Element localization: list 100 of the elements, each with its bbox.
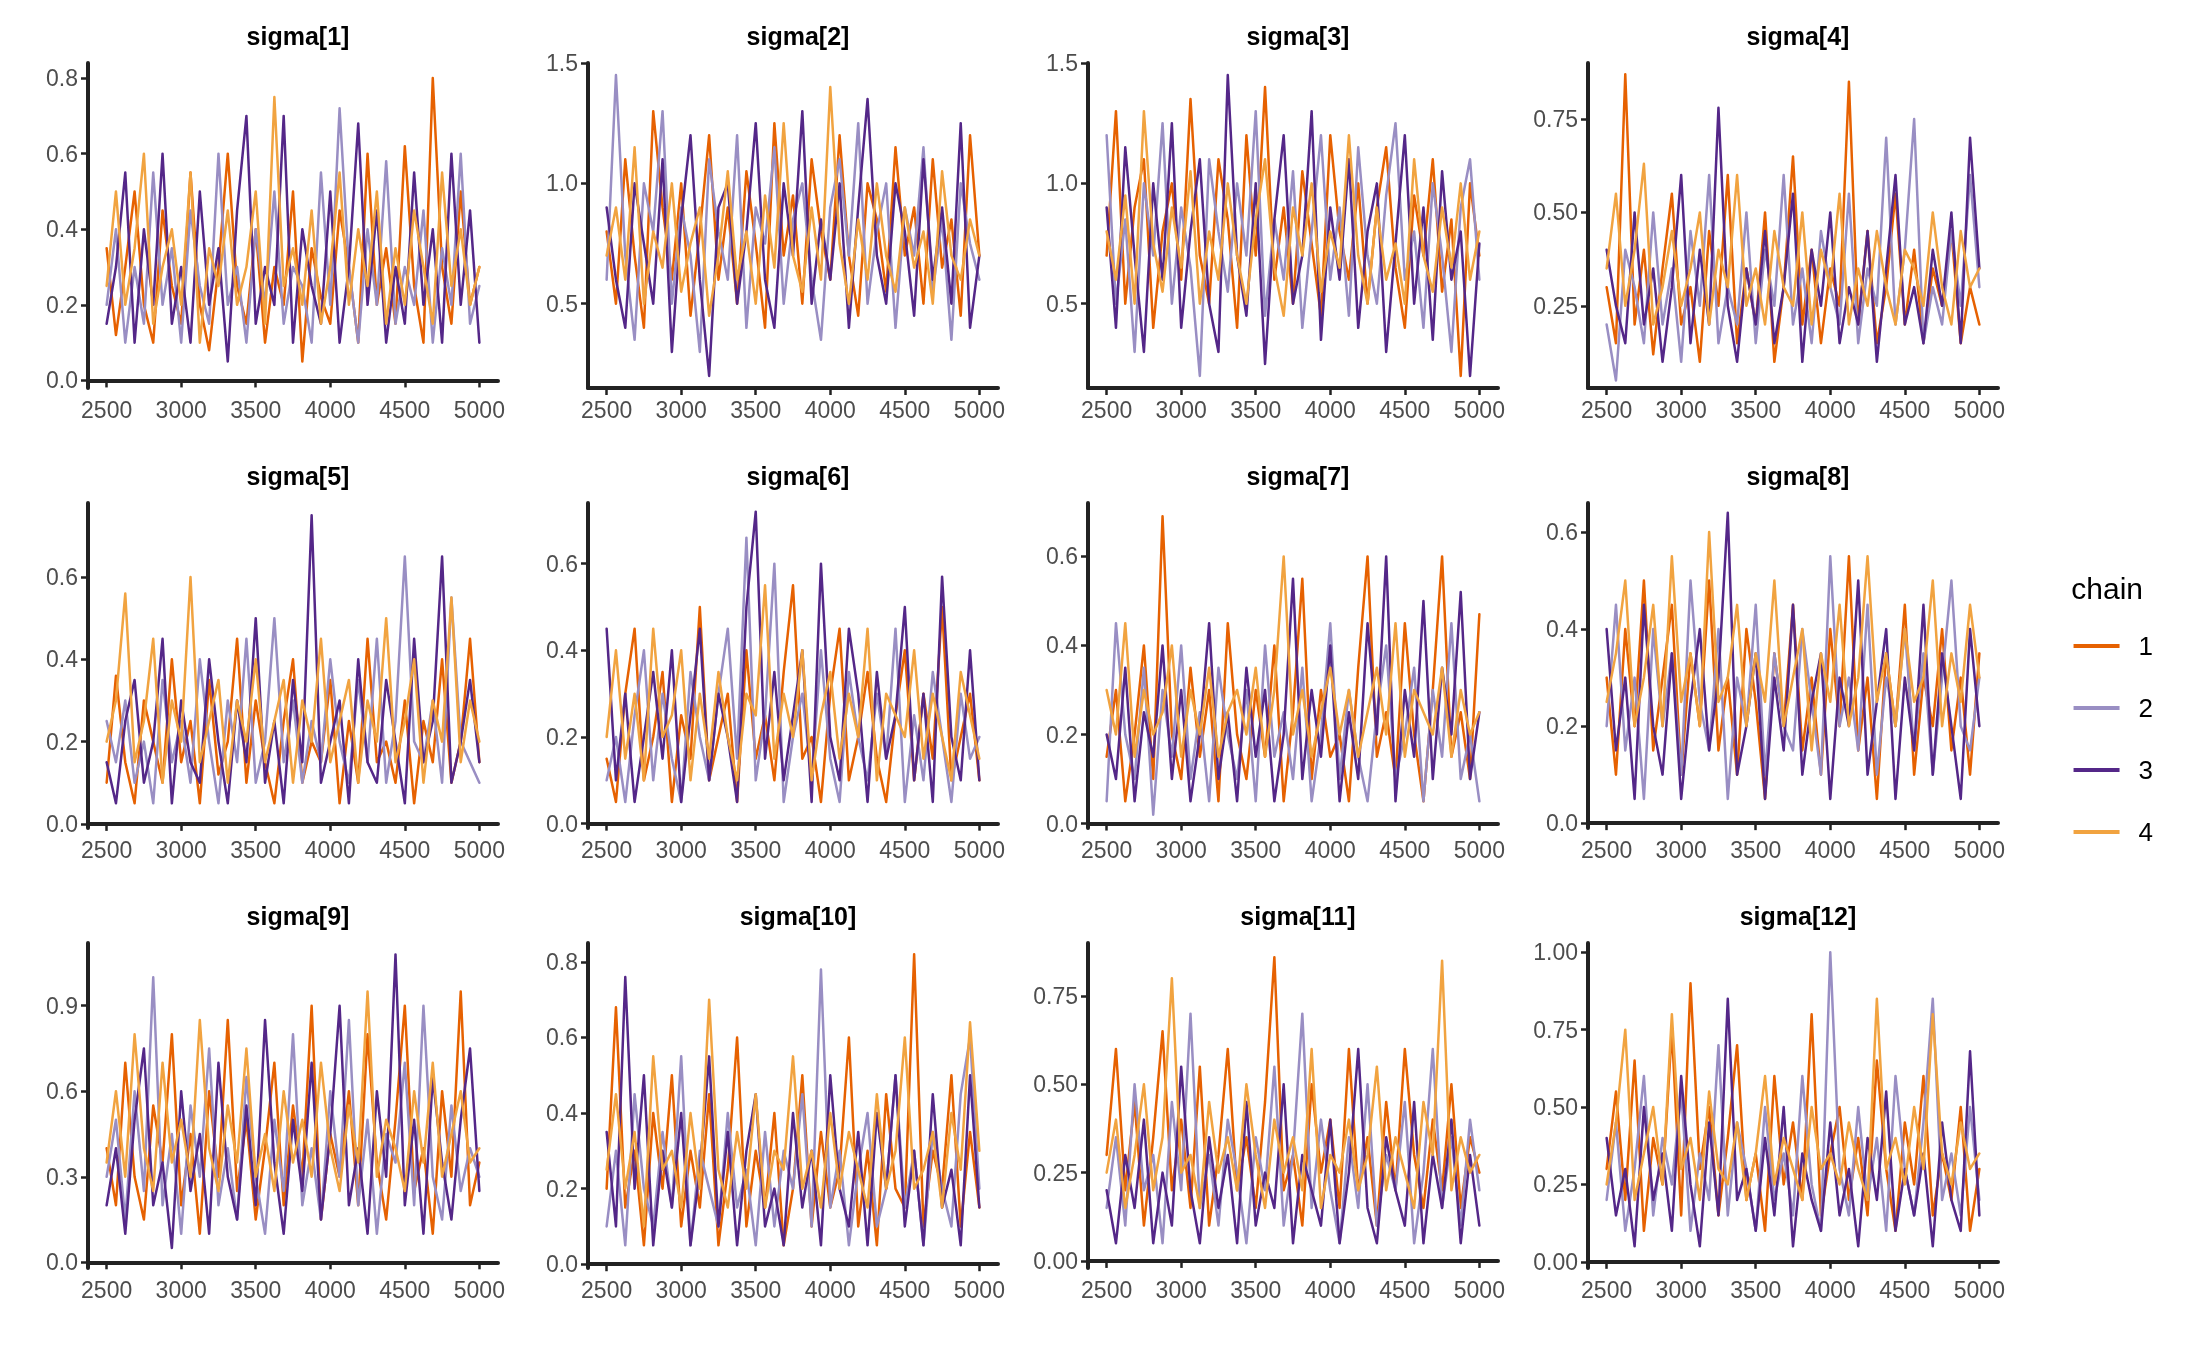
y-tick-label: 0.4: [1046, 632, 1079, 659]
x-tick-label: 3500: [1730, 396, 1782, 423]
x-tick-label: 3500: [1730, 1276, 1782, 1303]
y-tick-label: 0.0: [1546, 810, 1578, 837]
x-tick-label: 4500: [879, 836, 931, 863]
x-tick-label: 4000: [1304, 1276, 1356, 1303]
x-tick-label: 4000: [804, 836, 856, 863]
x-tick-label: 3000: [155, 836, 207, 863]
y-tick-label: 0.25: [1533, 292, 1578, 319]
chart-title: sigma[9]: [246, 901, 350, 930]
chart-title: sigma[2]: [746, 21, 850, 50]
y-tick-label: 0.00: [1533, 1248, 1578, 1275]
x-tick-label: 4500: [379, 396, 431, 423]
x-tick-label: 3500: [230, 836, 282, 863]
y-tick-label: 0.2: [46, 291, 78, 318]
y-tick-label: 0.0: [46, 367, 78, 394]
y-tick-label: 0.4: [1546, 616, 1579, 643]
y-tick-label: 1.0: [1046, 170, 1078, 197]
chart-title: sigma[1]: [246, 21, 350, 50]
y-tick-label: 1.0: [546, 170, 578, 197]
chart-title: sigma[7]: [1246, 461, 1350, 490]
x-tick-label: 3500: [1730, 836, 1782, 863]
x-tick-label: 4500: [879, 1276, 931, 1303]
y-tick-label: 0.4: [546, 637, 579, 664]
y-tick-label: 1.00: [1533, 939, 1578, 966]
line-series: [1605, 511, 1981, 801]
y-tick-label: 0.00: [1033, 1247, 1078, 1274]
x-tick-label: 3000: [655, 836, 707, 863]
y-tick-label: 0.50: [1533, 199, 1578, 226]
x-tick-label: 2500: [81, 836, 133, 863]
x-tick-label: 4500: [1379, 396, 1431, 423]
legend-label: 1: [2138, 631, 2154, 661]
x-tick-label: 5000: [1453, 396, 1505, 423]
legend-label: 4: [2138, 817, 2154, 847]
x-tick-label: 2500: [1081, 1276, 1133, 1303]
chart-title: sigma[3]: [1246, 21, 1350, 50]
chart-title: sigma[12]: [1739, 901, 1857, 930]
x-tick-label: 3500: [730, 836, 782, 863]
y-tick-label: 0.5: [1046, 290, 1078, 317]
y-tick-label: 0.6: [546, 550, 578, 577]
y-tick-label: 0.6: [1546, 519, 1578, 546]
y-tick-label: 1.5: [546, 50, 578, 76]
y-tick-label: 0.8: [46, 65, 78, 92]
x-tick-label: 5000: [953, 836, 1005, 863]
y-tick-label: 0.0: [1046, 810, 1078, 837]
line-series: [1105, 1047, 1481, 1245]
x-tick-label: 5000: [1953, 836, 2005, 863]
y-tick-label: 1.5: [1046, 50, 1078, 76]
line-series: [1605, 162, 1981, 326]
x-tick-label: 2500: [581, 396, 633, 423]
x-tick-label: 4000: [1804, 1276, 1856, 1303]
y-tick-label: 0.50: [1533, 1094, 1578, 1121]
y-tick-label: 0.75: [1533, 1016, 1578, 1043]
legend-title: chain: [2071, 571, 2143, 605]
x-tick-label: 2500: [1581, 836, 1633, 863]
x-tick-label: 5000: [453, 1276, 505, 1303]
x-tick-label: 4000: [1804, 396, 1856, 423]
y-tick-label: 0.50: [1033, 1071, 1078, 1098]
line-series: [1105, 109, 1481, 318]
y-tick-label: 0.3: [46, 1163, 78, 1190]
line-series: [105, 575, 481, 784]
y-tick-label: 0.6: [46, 1078, 78, 1105]
y-tick-label: 0.2: [546, 1175, 578, 1202]
x-tick-label: 2500: [581, 1276, 633, 1303]
x-tick-label: 5000: [453, 396, 505, 423]
x-tick-label: 4000: [1304, 836, 1356, 863]
x-tick-label: 2500: [581, 836, 633, 863]
y-tick-label: 0.2: [546, 724, 578, 750]
x-tick-label: 5000: [453, 836, 505, 863]
y-tick-label: 0.0: [46, 810, 78, 837]
x-tick-label: 4000: [804, 396, 856, 423]
x-tick-label: 3000: [1155, 836, 1207, 863]
x-tick-label: 4000: [1304, 396, 1356, 423]
x-tick-label: 3000: [155, 1276, 207, 1303]
x-tick-label: 4500: [1879, 1276, 1931, 1303]
x-tick-label: 5000: [1953, 1276, 2005, 1303]
x-tick-label: 3500: [1230, 836, 1282, 863]
y-tick-label: 0.25: [1033, 1159, 1078, 1186]
x-tick-label: 4500: [1379, 836, 1431, 863]
x-tick-label: 3000: [1655, 1276, 1707, 1303]
x-tick-label: 3000: [1155, 1276, 1207, 1303]
chart-title: sigma[5]: [246, 461, 350, 490]
line-series: [105, 990, 481, 1193]
x-tick-label: 3000: [1655, 396, 1707, 423]
x-tick-label: 3000: [155, 396, 207, 423]
chart-title: sigma[11]: [1240, 901, 1356, 930]
x-tick-label: 3500: [730, 396, 782, 423]
line-series: [605, 998, 981, 1228]
y-tick-label: 0.6: [546, 1024, 578, 1051]
x-tick-label: 5000: [953, 1276, 1005, 1303]
y-tick-label: 0.4: [46, 646, 79, 673]
y-tick-label: 0.0: [546, 1251, 578, 1278]
y-tick-label: 0.4: [546, 1100, 579, 1127]
y-tick-label: 0.4: [46, 216, 79, 243]
y-tick-label: 0.75: [1533, 106, 1578, 133]
y-tick-label: 0.2: [1046, 721, 1078, 748]
x-tick-label: 4000: [304, 836, 356, 863]
line-series: [1605, 997, 1981, 1202]
x-tick-label: 4000: [1804, 836, 1856, 863]
y-tick-label: 0.5: [546, 290, 578, 317]
